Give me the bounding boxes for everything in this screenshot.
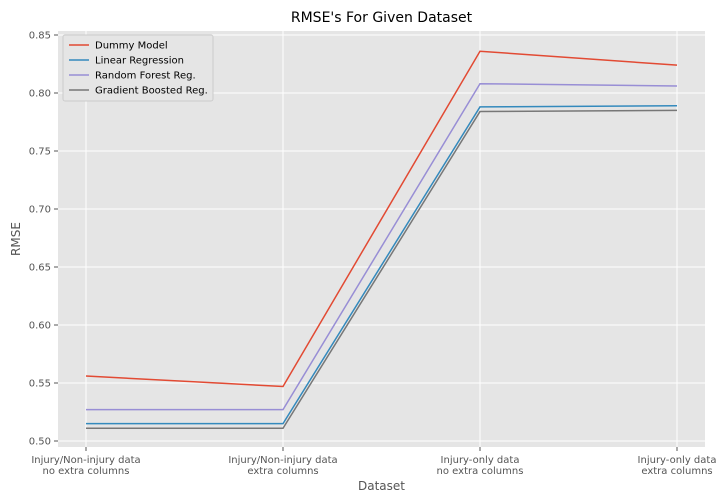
series-line-3 (86, 109, 678, 429)
legend-label: Linear Regression (95, 56, 184, 67)
series-line-1 (86, 105, 678, 425)
y-tick-label: 0.60 (29, 321, 51, 332)
chart-title: RMSE's For Given Dataset (291, 10, 473, 26)
y-tick-label: 0.75 (29, 147, 51, 158)
x-tick-label: Injury-only data (638, 455, 717, 466)
y-tick-label: 0.85 (29, 31, 51, 42)
y-tick-label: 0.65 (29, 263, 51, 274)
y-axis-ticks: 0.50 0.55 0.60 0.65 0.70 0.75 0.80 0.85 (29, 31, 58, 448)
x-tick-label: extra columns (247, 466, 318, 477)
y-tick-label: 0.50 (29, 437, 51, 448)
legend: Dummy Model Linear Regression Random Fores… (62, 34, 214, 102)
y-tick-label: 0.70 (29, 205, 51, 216)
x-tick-label: no extra columns (43, 466, 130, 477)
y-tick-label: 0.55 (29, 379, 51, 390)
legend-label: Dummy Model (95, 41, 168, 52)
gridlines (58, 31, 705, 447)
legend-label: Gradient Boosted Reg. (95, 86, 208, 97)
series-line-0 (85, 50, 678, 388)
y-axis-title: RMSE (9, 222, 23, 256)
x-tick-label: Injury/Non-injury data (31, 455, 140, 466)
series-lines (85, 50, 678, 429)
x-tick-label: extra columns (641, 466, 712, 477)
x-tick-label: Injury/Non-injury data (228, 455, 337, 466)
x-tick-label: no extra columns (437, 466, 524, 477)
x-tick-label: Injury-only data (441, 455, 520, 466)
series-line-2 (86, 82, 678, 411)
legend-label: Random Forest Reg. (95, 71, 196, 82)
y-tick-label: 0.80 (29, 89, 51, 100)
x-axis-title: Dataset (358, 479, 405, 493)
legend-box (62, 34, 214, 102)
